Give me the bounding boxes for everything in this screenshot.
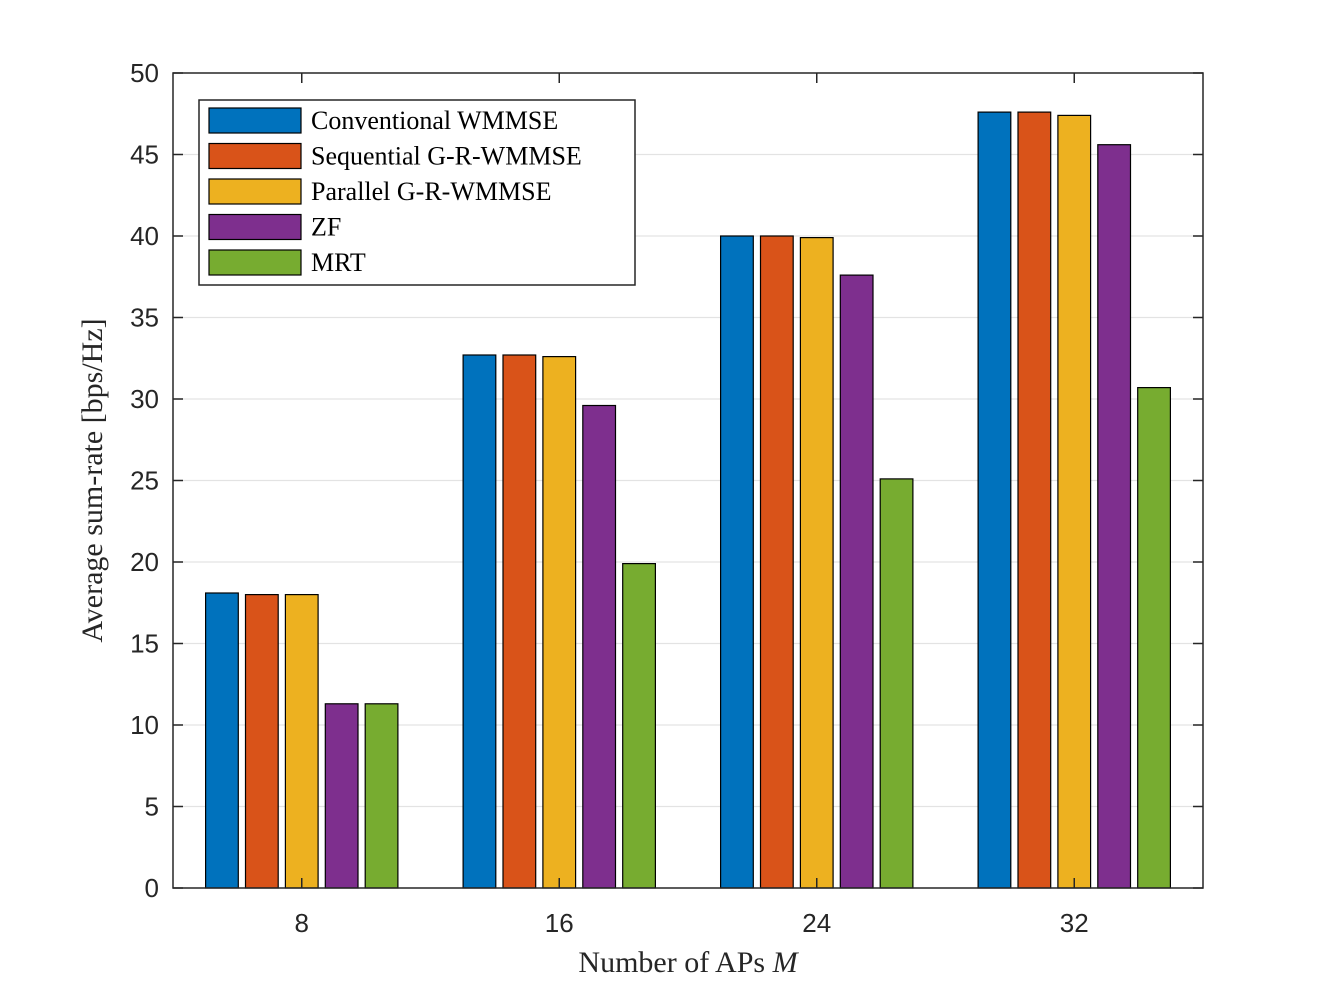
y-axis-label: Average sum-rate [bps/Hz]	[76, 318, 109, 642]
x-tick-label: 24	[802, 908, 831, 938]
bar-zf-8	[324, 703, 359, 889]
bar-parallel-g-r-wmmse-32	[1057, 114, 1092, 889]
y-tick-label: 45	[130, 140, 159, 170]
bar-zf-32	[1097, 144, 1132, 889]
bar-mrt-16	[622, 562, 657, 889]
axis-ticks	[173, 72, 1203, 889]
y-tick-label: 10	[130, 710, 159, 740]
y-tick-label: 20	[130, 547, 159, 577]
x-tick-label: 32	[1060, 908, 1089, 938]
y-tick-label: 40	[130, 221, 159, 251]
x-tick-label: 8	[295, 908, 309, 938]
bar-zf-24	[839, 274, 874, 889]
y-tick-label: 15	[130, 629, 159, 659]
legend-label: ZF	[311, 213, 341, 242]
tick-labels: 0 5 10 15 20 25 30 35 40 45 50 8 16 24 32	[130, 58, 1089, 938]
bar-parallel-g-r-wmmse-8	[284, 593, 319, 889]
legend-label: Sequential G-R-WMMSE	[311, 142, 582, 171]
bar-conventional-wmmse-32	[977, 111, 1012, 889]
bars	[205, 111, 1171, 889]
bar-mrt-8	[364, 703, 399, 889]
legend-label: MRT	[311, 248, 366, 277]
y-tick-label: 25	[130, 466, 159, 496]
y-tick-label: 30	[130, 384, 159, 414]
legend-swatch-mrt	[208, 249, 302, 276]
bar-sequential-g-r-wmmse-24	[759, 235, 794, 889]
x-axis-label-text: Number of APs	[578, 946, 765, 979]
legend-swatch-conventional-wmmse	[208, 107, 302, 134]
legend: Conventional WMMSE Sequential G-R-WMMSE Pa…	[198, 99, 636, 286]
y-tick-label: 35	[130, 303, 159, 333]
x-axis-label-variable: M	[772, 946, 800, 979]
x-tick-label: 16	[545, 908, 574, 938]
x-axis-label: Number of APs M	[578, 946, 799, 979]
bar-zf-16	[582, 404, 617, 889]
y-tick-label: 0	[145, 873, 159, 903]
bar-parallel-g-r-wmmse-24	[799, 237, 834, 889]
bar-sequential-g-r-wmmse-32	[1017, 111, 1052, 889]
legend-swatch-zf	[208, 213, 302, 241]
bar-mrt-24	[879, 478, 914, 889]
bar-sequential-g-r-wmmse-8	[244, 593, 279, 889]
bar-mrt-32	[1137, 387, 1171, 889]
bar-conventional-wmmse-24	[719, 235, 754, 889]
y-tick-label: 50	[130, 58, 159, 88]
legend-label: Parallel G-R-WMMSE	[311, 177, 551, 206]
y-tick-label: 5	[145, 792, 159, 822]
bar-conventional-wmmse-16	[462, 354, 497, 889]
bar-parallel-g-r-wmmse-16	[542, 356, 577, 889]
legend-swatch-sequential-g-r-wmmse	[208, 142, 302, 170]
legend-swatch-parallel-g-r-wmmse	[208, 178, 302, 205]
bar-conventional-wmmse-8	[205, 592, 239, 889]
bar-sequential-g-r-wmmse-16	[502, 354, 537, 889]
legend-label: Conventional WMMSE	[311, 106, 558, 135]
